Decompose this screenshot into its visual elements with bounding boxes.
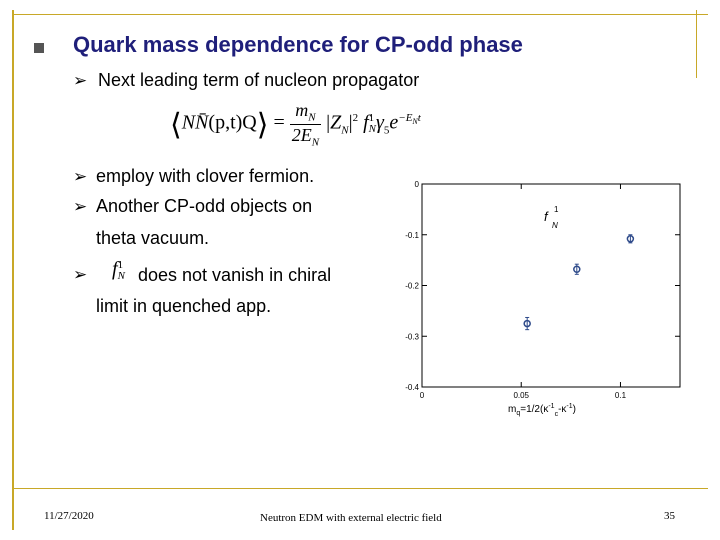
- formula-exp-t: t: [417, 112, 421, 125]
- bullet-propagator: Next leading term of nucleon propagator: [98, 70, 420, 90]
- formula-den-sub: N: [311, 136, 320, 149]
- bullet-chiral: does not vanish in chiral: [138, 265, 332, 285]
- frame-top-line: [12, 14, 708, 15]
- x-tick-label: 0.05: [513, 391, 529, 400]
- arrow-bullet-icon: ➢: [73, 167, 88, 187]
- title-bullet-square: [34, 43, 44, 53]
- inline-f: f: [112, 258, 118, 280]
- frame-left-line: [12, 10, 14, 530]
- formula-num-sub: N: [308, 111, 316, 124]
- slide-title: Quark mass dependence for CP-odd phase: [73, 32, 523, 57]
- bullet-cp-odd-cont: theta vacuum.: [96, 228, 210, 248]
- data-point: [523, 319, 531, 328]
- x-tick-label: 0.1: [615, 391, 627, 400]
- formula-exp-sup: −E: [398, 112, 413, 125]
- footer-title: Neutron EDM with external electric field: [260, 512, 442, 524]
- data-point: [573, 265, 581, 274]
- formula-z: Z: [330, 111, 342, 134]
- formula-num: m: [295, 100, 309, 120]
- formula-args: (p,t)Q: [208, 111, 257, 134]
- formula-f-sup: 1: [368, 112, 375, 125]
- formula-exp-sub: N: [412, 117, 418, 127]
- frame-bottom-line: [12, 488, 708, 489]
- chart-legend-sub: N: [552, 221, 558, 230]
- arrow-bullet-icon: ➢: [73, 197, 88, 217]
- formula-sq: 2: [352, 112, 359, 125]
- frame-right-line: [696, 10, 697, 78]
- arrow-bullet-icon: ➢: [73, 71, 88, 91]
- plot-frame: [421, 183, 681, 388]
- bullet-clover: employ with clover fermion.: [96, 166, 315, 186]
- formula-z-sub: N: [341, 124, 349, 137]
- bullet-chiral-cont: limit in quenched app.: [96, 296, 272, 316]
- y-tick-label: -0.2: [405, 282, 419, 291]
- bullet-cp-odd: Another CP-odd objects on: [96, 196, 313, 216]
- y-tick-label: -0.1: [405, 231, 419, 240]
- arrow-bullet-icon: ➢: [73, 265, 88, 285]
- y-tick-label: -0.3: [405, 332, 419, 341]
- y-tick-label: 0: [415, 180, 420, 189]
- formula-nn: NN̄: [181, 111, 209, 134]
- formula-f-sub: N: [368, 123, 376, 136]
- chart-legend-f: f: [544, 209, 549, 224]
- formula-gamma-sub: 5: [383, 124, 390, 137]
- x-axis-label: mq=1/2(κ-1c-κ-1): [508, 403, 576, 418]
- chart-legend-sup: 1: [554, 205, 559, 214]
- y-tick-label: -0.4: [405, 383, 419, 392]
- inline-f-sup: 1: [117, 258, 124, 271]
- formula-den: 2E: [291, 124, 312, 145]
- data-point: [626, 235, 635, 243]
- formula-gamma: γ: [375, 111, 384, 134]
- inline-f-sub: N: [117, 269, 125, 282]
- formula-f: f: [363, 111, 369, 134]
- footer-date: 11/27/2020: [44, 510, 94, 522]
- data-points: [523, 234, 635, 331]
- x-axis-ticks: 0 0.05 0.1: [420, 184, 627, 400]
- formula-exp-base: e: [389, 111, 399, 134]
- page-number: 35: [664, 510, 675, 522]
- x-tick-label: 0: [420, 391, 425, 400]
- y-axis-ticks: 0 -0.1 -0.2 -0.3 -0.4: [405, 180, 680, 392]
